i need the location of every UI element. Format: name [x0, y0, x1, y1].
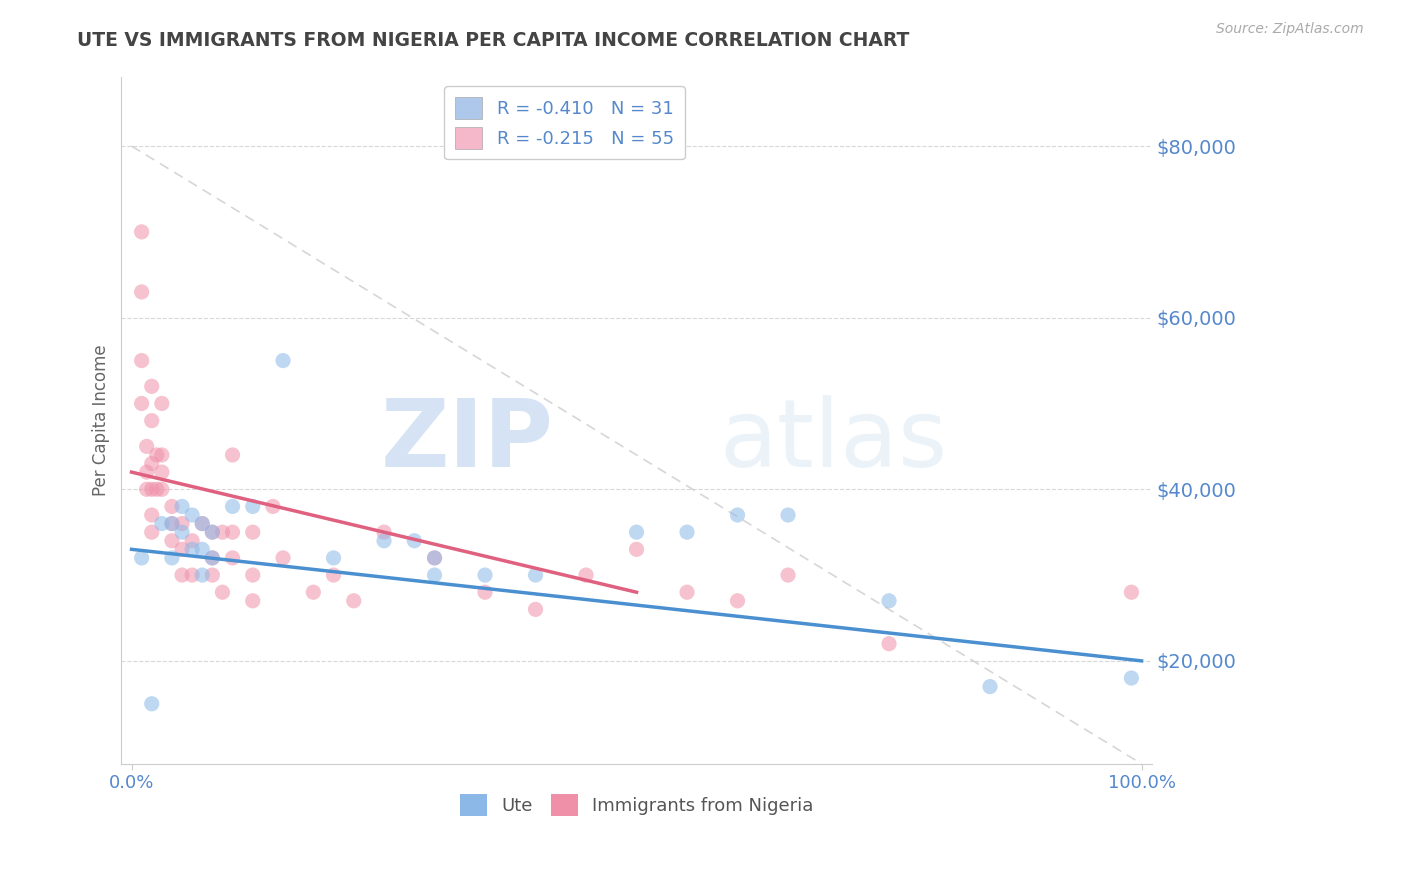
Point [131, 396, 153, 410]
Point [373, 525, 395, 540]
Point [160, 516, 183, 531]
Point [322, 550, 344, 565]
Point [170, 542, 193, 557]
Point [131, 285, 153, 299]
Point [373, 533, 395, 548]
Point [160, 550, 183, 565]
Text: UTE VS IMMIGRANTS FROM NIGERIA PER CAPITA INCOME CORRELATION CHART: UTE VS IMMIGRANTS FROM NIGERIA PER CAPIT… [77, 31, 910, 50]
Point [626, 542, 648, 557]
Point [423, 568, 446, 582]
Point [242, 594, 264, 608]
Point [135, 439, 157, 453]
Point [271, 353, 294, 368]
Point [141, 525, 163, 540]
Point [131, 353, 153, 368]
Point [877, 594, 900, 608]
Point [146, 483, 169, 497]
Point [191, 568, 214, 582]
Text: Source: ZipAtlas.com: Source: ZipAtlas.com [1216, 22, 1364, 37]
Point [146, 448, 169, 462]
Point [242, 525, 264, 540]
Point [676, 525, 699, 540]
Point [201, 550, 224, 565]
Point [181, 533, 204, 548]
Point [524, 602, 547, 616]
Point [221, 550, 243, 565]
Point [1121, 585, 1143, 599]
Point [135, 465, 157, 479]
Point [150, 483, 173, 497]
Point [211, 585, 233, 599]
Point [135, 483, 157, 497]
Point [221, 525, 243, 540]
Point [160, 533, 183, 548]
Point [271, 550, 294, 565]
Point [160, 500, 183, 514]
Point [979, 680, 1001, 694]
Point [242, 568, 264, 582]
Point [221, 448, 243, 462]
Point [141, 697, 163, 711]
Point [141, 483, 163, 497]
Point [423, 550, 446, 565]
Point [776, 568, 799, 582]
Point [343, 594, 366, 608]
Point [191, 516, 214, 531]
Point [141, 414, 163, 428]
Point [727, 508, 749, 522]
Point [170, 568, 193, 582]
Point [727, 594, 749, 608]
Point [626, 525, 648, 540]
Point [201, 568, 224, 582]
Point [262, 500, 284, 514]
Point [141, 457, 163, 471]
Point [170, 525, 193, 540]
Text: ZIP: ZIP [381, 395, 554, 487]
Point [877, 637, 900, 651]
Point [181, 542, 204, 557]
Point [131, 550, 153, 565]
Point [404, 533, 426, 548]
Point [141, 379, 163, 393]
Point [1121, 671, 1143, 685]
Point [201, 550, 224, 565]
Point [150, 516, 173, 531]
Point [776, 508, 799, 522]
Point [150, 465, 173, 479]
Legend: Ute, Immigrants from Nigeria: Ute, Immigrants from Nigeria [453, 787, 821, 823]
Point [160, 516, 183, 531]
Point [141, 508, 163, 522]
Point [322, 568, 344, 582]
Point [150, 448, 173, 462]
Point [201, 525, 224, 540]
Point [131, 225, 153, 239]
Point [474, 585, 496, 599]
Point [524, 568, 547, 582]
Point [181, 508, 204, 522]
Point [170, 500, 193, 514]
Point [201, 525, 224, 540]
Y-axis label: Per Capita Income: Per Capita Income [93, 345, 110, 497]
Point [150, 396, 173, 410]
Point [302, 585, 325, 599]
Point [474, 568, 496, 582]
Point [676, 585, 699, 599]
Point [221, 500, 243, 514]
Point [181, 568, 204, 582]
Point [191, 516, 214, 531]
Point [211, 525, 233, 540]
Point [191, 542, 214, 557]
Point [423, 550, 446, 565]
Point [170, 516, 193, 531]
Text: atlas: atlas [718, 395, 948, 487]
Point [242, 500, 264, 514]
Point [575, 568, 598, 582]
